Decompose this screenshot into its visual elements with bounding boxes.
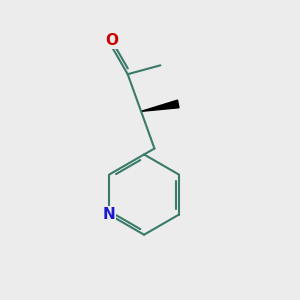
Polygon shape [141, 100, 179, 111]
Text: N: N [103, 207, 116, 222]
Text: O: O [105, 33, 118, 48]
